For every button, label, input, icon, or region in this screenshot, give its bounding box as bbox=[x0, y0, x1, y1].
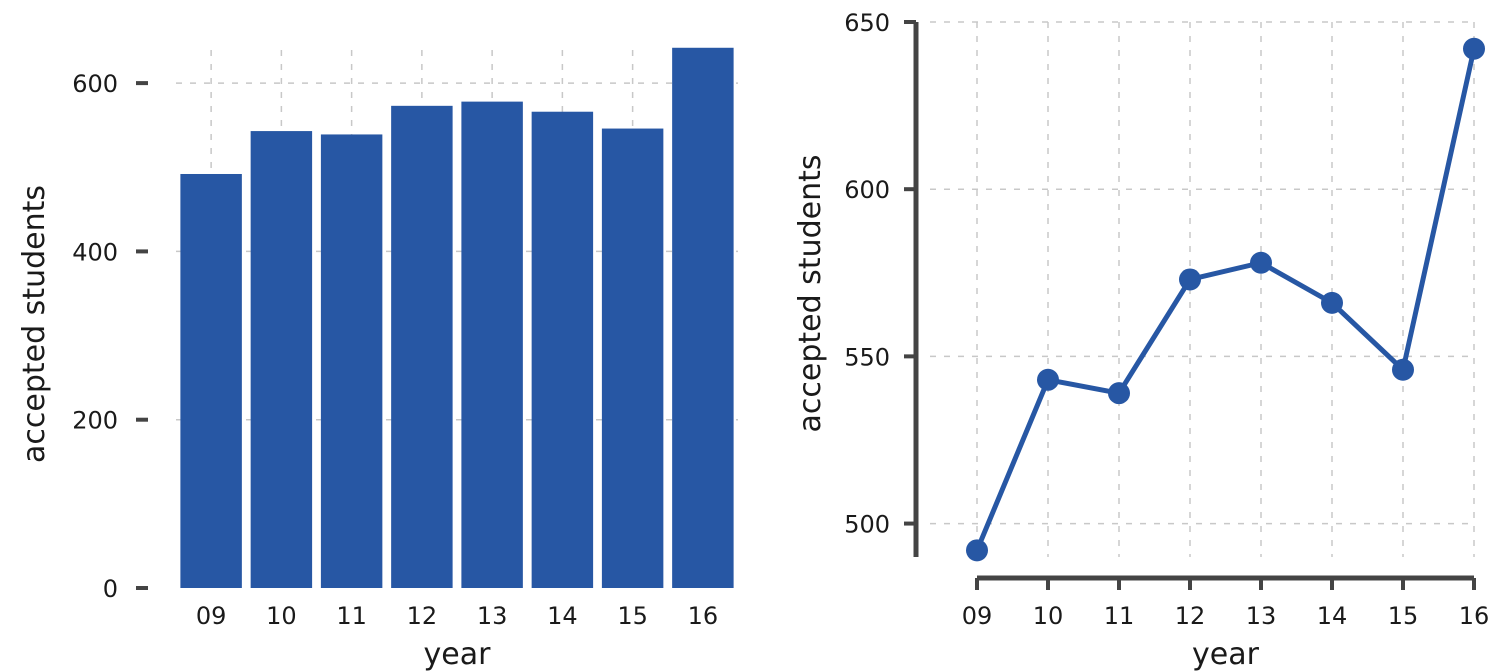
x-tick-label: 13 bbox=[477, 602, 508, 630]
bar-11 bbox=[320, 134, 383, 589]
point-13 bbox=[1250, 251, 1272, 274]
x-tick-label: 12 bbox=[1175, 602, 1206, 630]
y-tick-label: 400 bbox=[72, 238, 118, 266]
x-tick-label: 12 bbox=[407, 602, 438, 630]
x-tick-label: 10 bbox=[266, 602, 297, 630]
bar-chart: 0 200 400 600 09 10 11 12 13 14 15 16 year accepted s… bbox=[17, 47, 738, 672]
y-tick-label: 600 bbox=[844, 176, 890, 204]
point-15 bbox=[1392, 358, 1414, 381]
y-tick-label: 200 bbox=[72, 407, 118, 435]
point-14 bbox=[1321, 291, 1343, 314]
x-tick-label: 15 bbox=[1388, 602, 1419, 630]
bar-12 bbox=[391, 105, 453, 588]
x-tick-label: 09 bbox=[962, 602, 993, 630]
series-line bbox=[974, 48, 1477, 552]
bar-09 bbox=[180, 173, 242, 589]
point-09 bbox=[966, 539, 988, 562]
x-tick-label: 16 bbox=[1459, 602, 1490, 630]
x-tick-label: 14 bbox=[1317, 602, 1348, 630]
bar-15 bbox=[601, 128, 664, 588]
x-tick-label: 13 bbox=[1246, 602, 1277, 630]
y-tick-label: 500 bbox=[844, 511, 890, 539]
point-10 bbox=[1037, 368, 1059, 391]
bar-10 bbox=[250, 131, 313, 588]
x-tick-label: 14 bbox=[547, 602, 578, 630]
y-axis-label: accepted students bbox=[793, 155, 828, 433]
point-12 bbox=[1179, 268, 1201, 291]
point-11 bbox=[1108, 382, 1130, 405]
bar-13 bbox=[461, 101, 523, 588]
x-tick-label: 09 bbox=[196, 602, 227, 630]
bar-14 bbox=[531, 111, 594, 588]
x-tick-label: 11 bbox=[1104, 602, 1135, 630]
y-tick-label: 550 bbox=[844, 343, 890, 371]
bar-16 bbox=[672, 47, 734, 588]
x-axis-label: year bbox=[1192, 637, 1260, 672]
y-axis-label: accepted students bbox=[17, 185, 52, 463]
x-tick-label: 16 bbox=[688, 602, 719, 630]
x-tick-label: 11 bbox=[336, 602, 367, 630]
y-tick-label: 0 bbox=[103, 575, 118, 603]
point-16 bbox=[1463, 37, 1485, 60]
y-tick-label: 650 bbox=[844, 9, 890, 37]
x-tick-label: 10 bbox=[1033, 602, 1064, 630]
line-chart: 500 550 600 650 09 10 11 12 13 14 15 16 year accepted… bbox=[793, 9, 1489, 672]
x-tick-label: 15 bbox=[617, 602, 648, 630]
y-tick-label: 600 bbox=[72, 70, 118, 98]
x-axis-label: year bbox=[424, 637, 492, 672]
